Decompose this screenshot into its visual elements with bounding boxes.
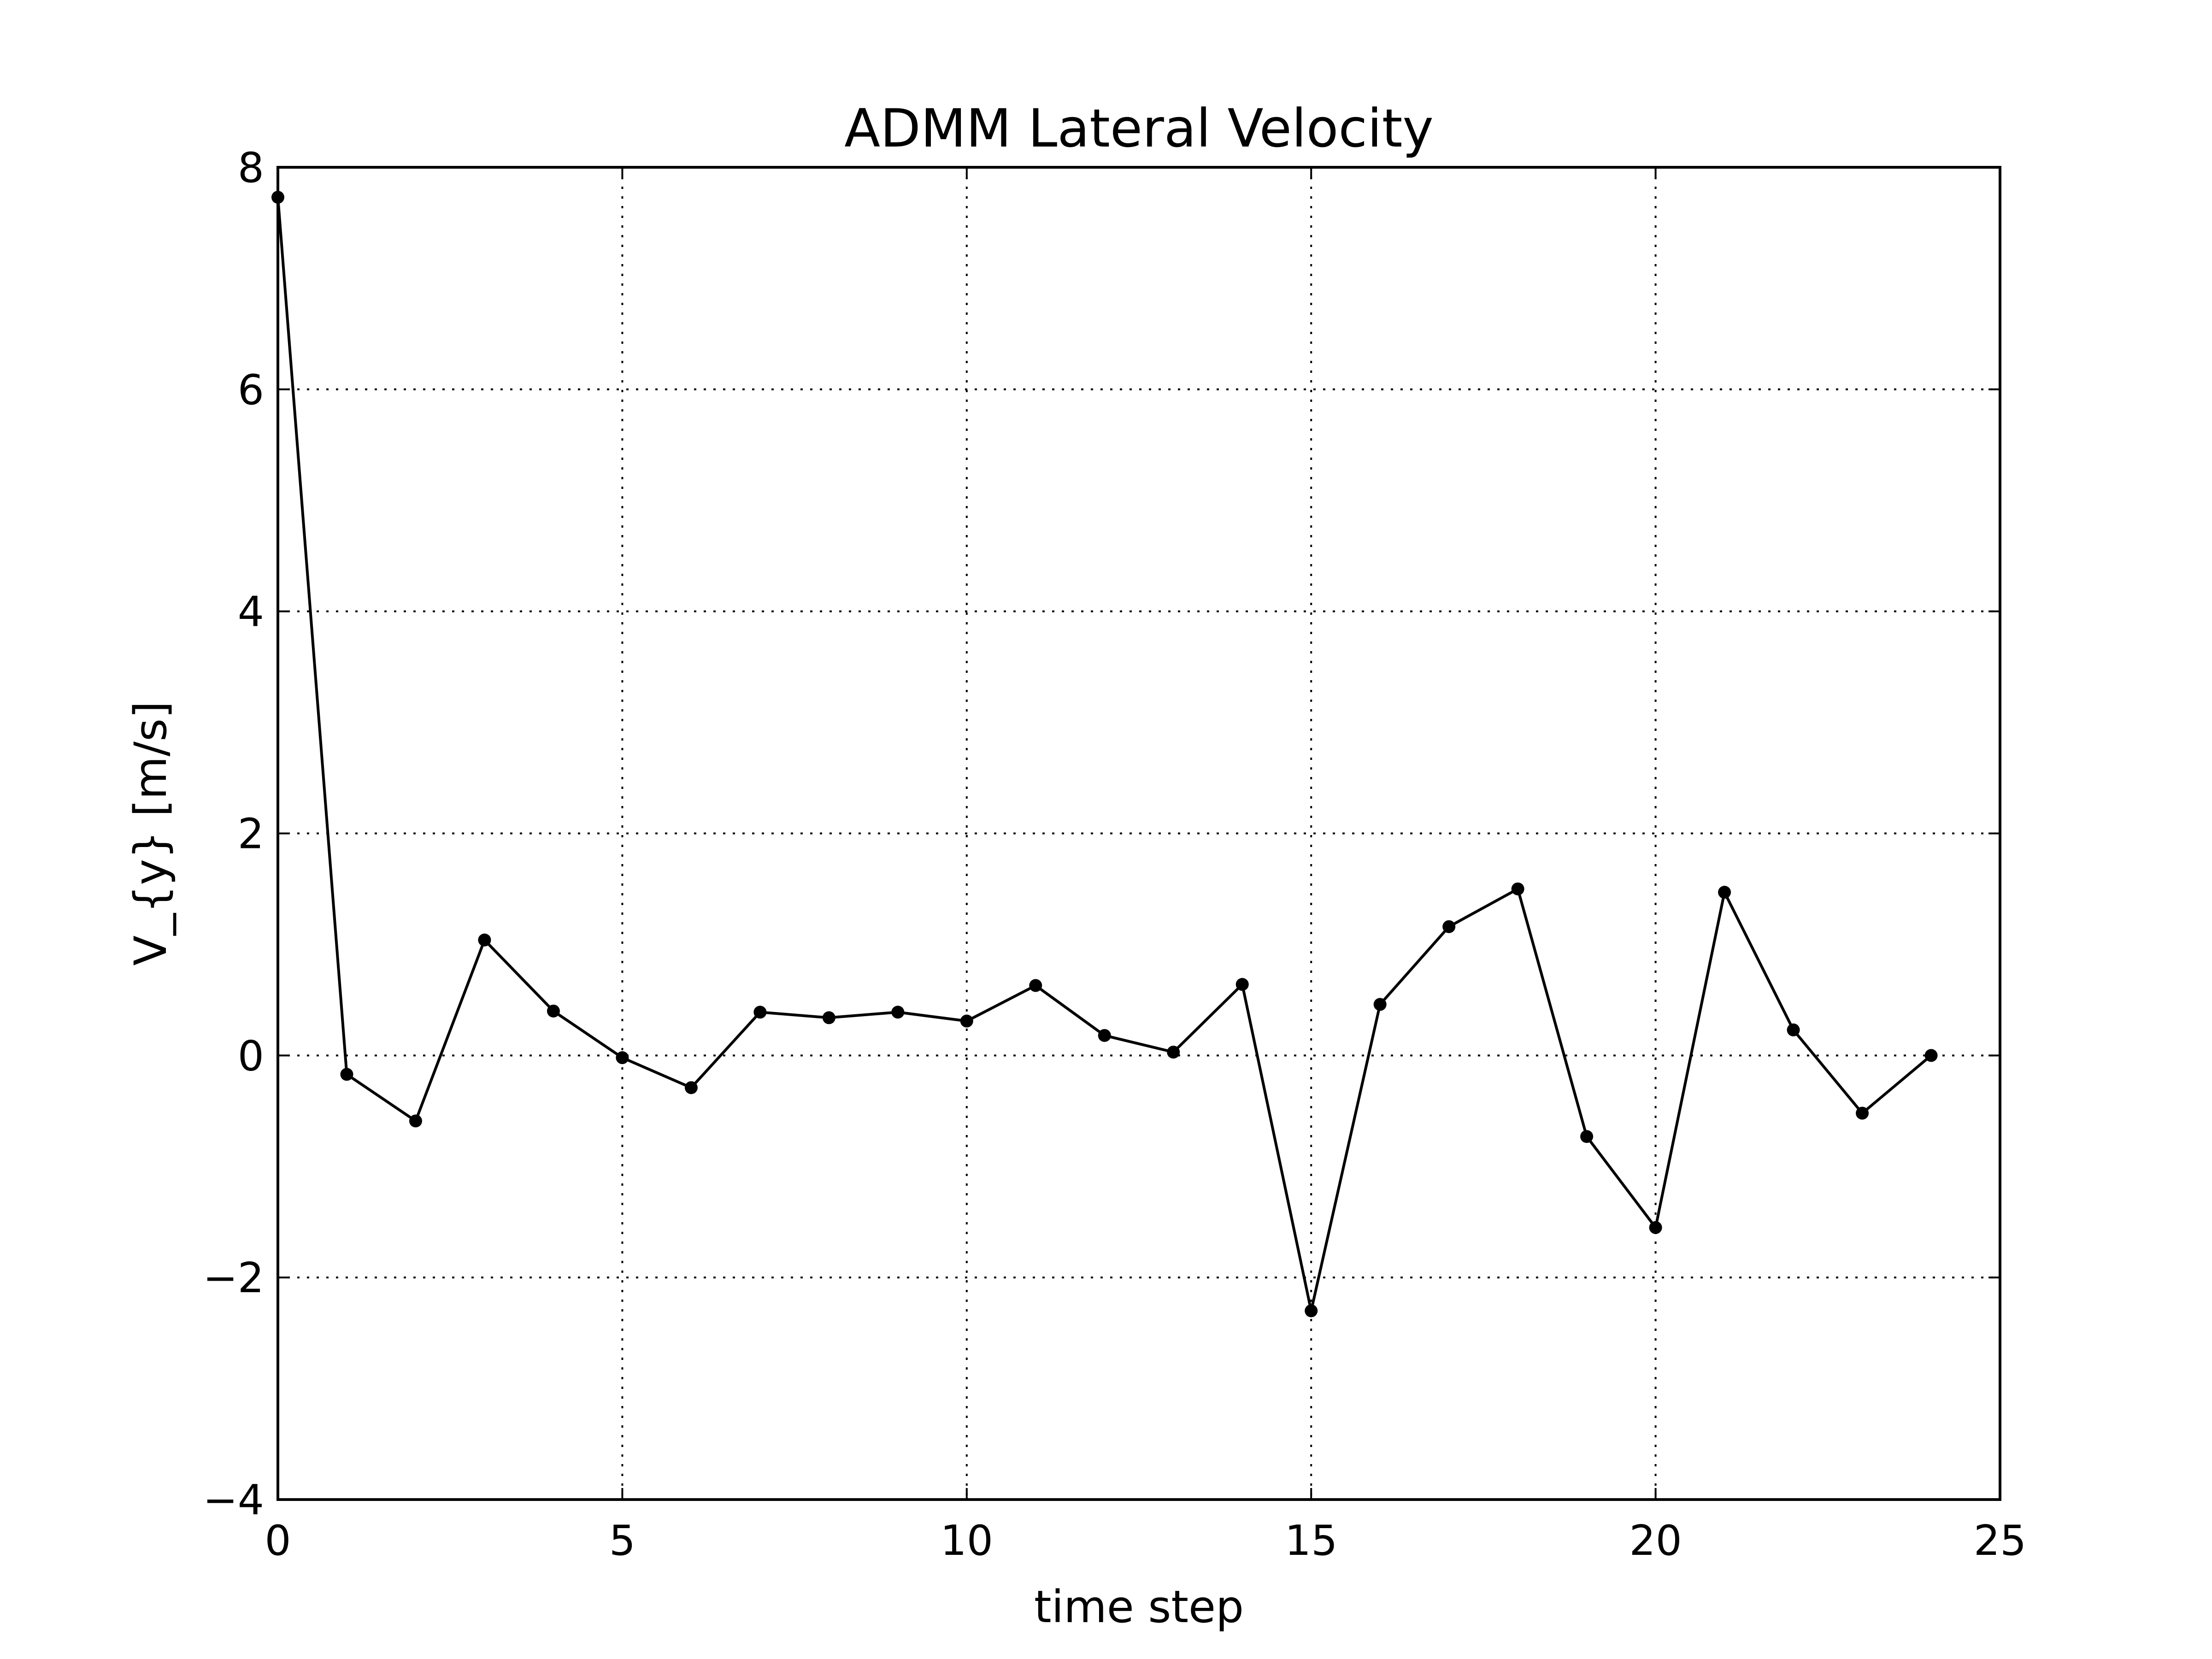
data-point xyxy=(1580,1130,1594,1143)
data-point xyxy=(409,1114,422,1128)
series-line xyxy=(276,197,1932,1312)
data-point xyxy=(547,1004,560,1018)
y-tick-label: 0 xyxy=(238,1032,264,1080)
x-axis-label: time step xyxy=(1034,1581,1244,1633)
data-point xyxy=(1649,1221,1662,1234)
data-point xyxy=(1787,1023,1800,1036)
y-tick-label: −4 xyxy=(203,1476,264,1524)
series-layer xyxy=(271,191,1938,1318)
data-point xyxy=(1442,920,1456,933)
data-point xyxy=(960,1014,973,1028)
y-tick-label: 6 xyxy=(238,366,264,414)
x-tick-label: 25 xyxy=(1974,1517,2027,1565)
data-point xyxy=(891,1006,905,1019)
data-point xyxy=(1373,998,1387,1011)
data-point xyxy=(1511,882,1524,895)
y-axis-label: V_{y} [m/s] xyxy=(125,701,176,966)
data-point xyxy=(822,1011,835,1024)
x-tick-label: 15 xyxy=(1285,1517,1338,1565)
data-point xyxy=(478,933,491,947)
data-point xyxy=(1924,1049,1938,1062)
x-tick-label: 0 xyxy=(265,1517,291,1565)
y-tick-label: 2 xyxy=(238,810,264,859)
data-point xyxy=(753,1006,767,1019)
y-tick-label: 4 xyxy=(238,588,264,636)
plot-frame xyxy=(276,166,2001,1501)
data-point xyxy=(1856,1106,1869,1120)
data-point xyxy=(1029,979,1042,992)
data-point xyxy=(1305,1304,1318,1318)
x-tick-label: 20 xyxy=(1629,1517,1682,1565)
grid-lines xyxy=(278,167,2000,1500)
data-point xyxy=(684,1081,698,1094)
data-point xyxy=(1098,1029,1111,1042)
data-point xyxy=(340,1068,353,1081)
tick-labels: 0 5 10 15 20 25 −4 −2 0 2 4 6 8 xyxy=(203,144,2026,1565)
x-tick-label: 10 xyxy=(941,1517,994,1565)
axis-ticks xyxy=(277,166,2001,1500)
data-point xyxy=(1235,978,1249,991)
y-tick-label: −2 xyxy=(203,1254,264,1302)
data-point xyxy=(1167,1046,1180,1059)
x-tick-label: 5 xyxy=(609,1517,635,1565)
y-tick-label: 8 xyxy=(238,144,264,192)
chart-title: ADMM Lateral Velocity xyxy=(844,98,1434,159)
data-point xyxy=(616,1051,629,1065)
data-point xyxy=(1718,886,1731,899)
